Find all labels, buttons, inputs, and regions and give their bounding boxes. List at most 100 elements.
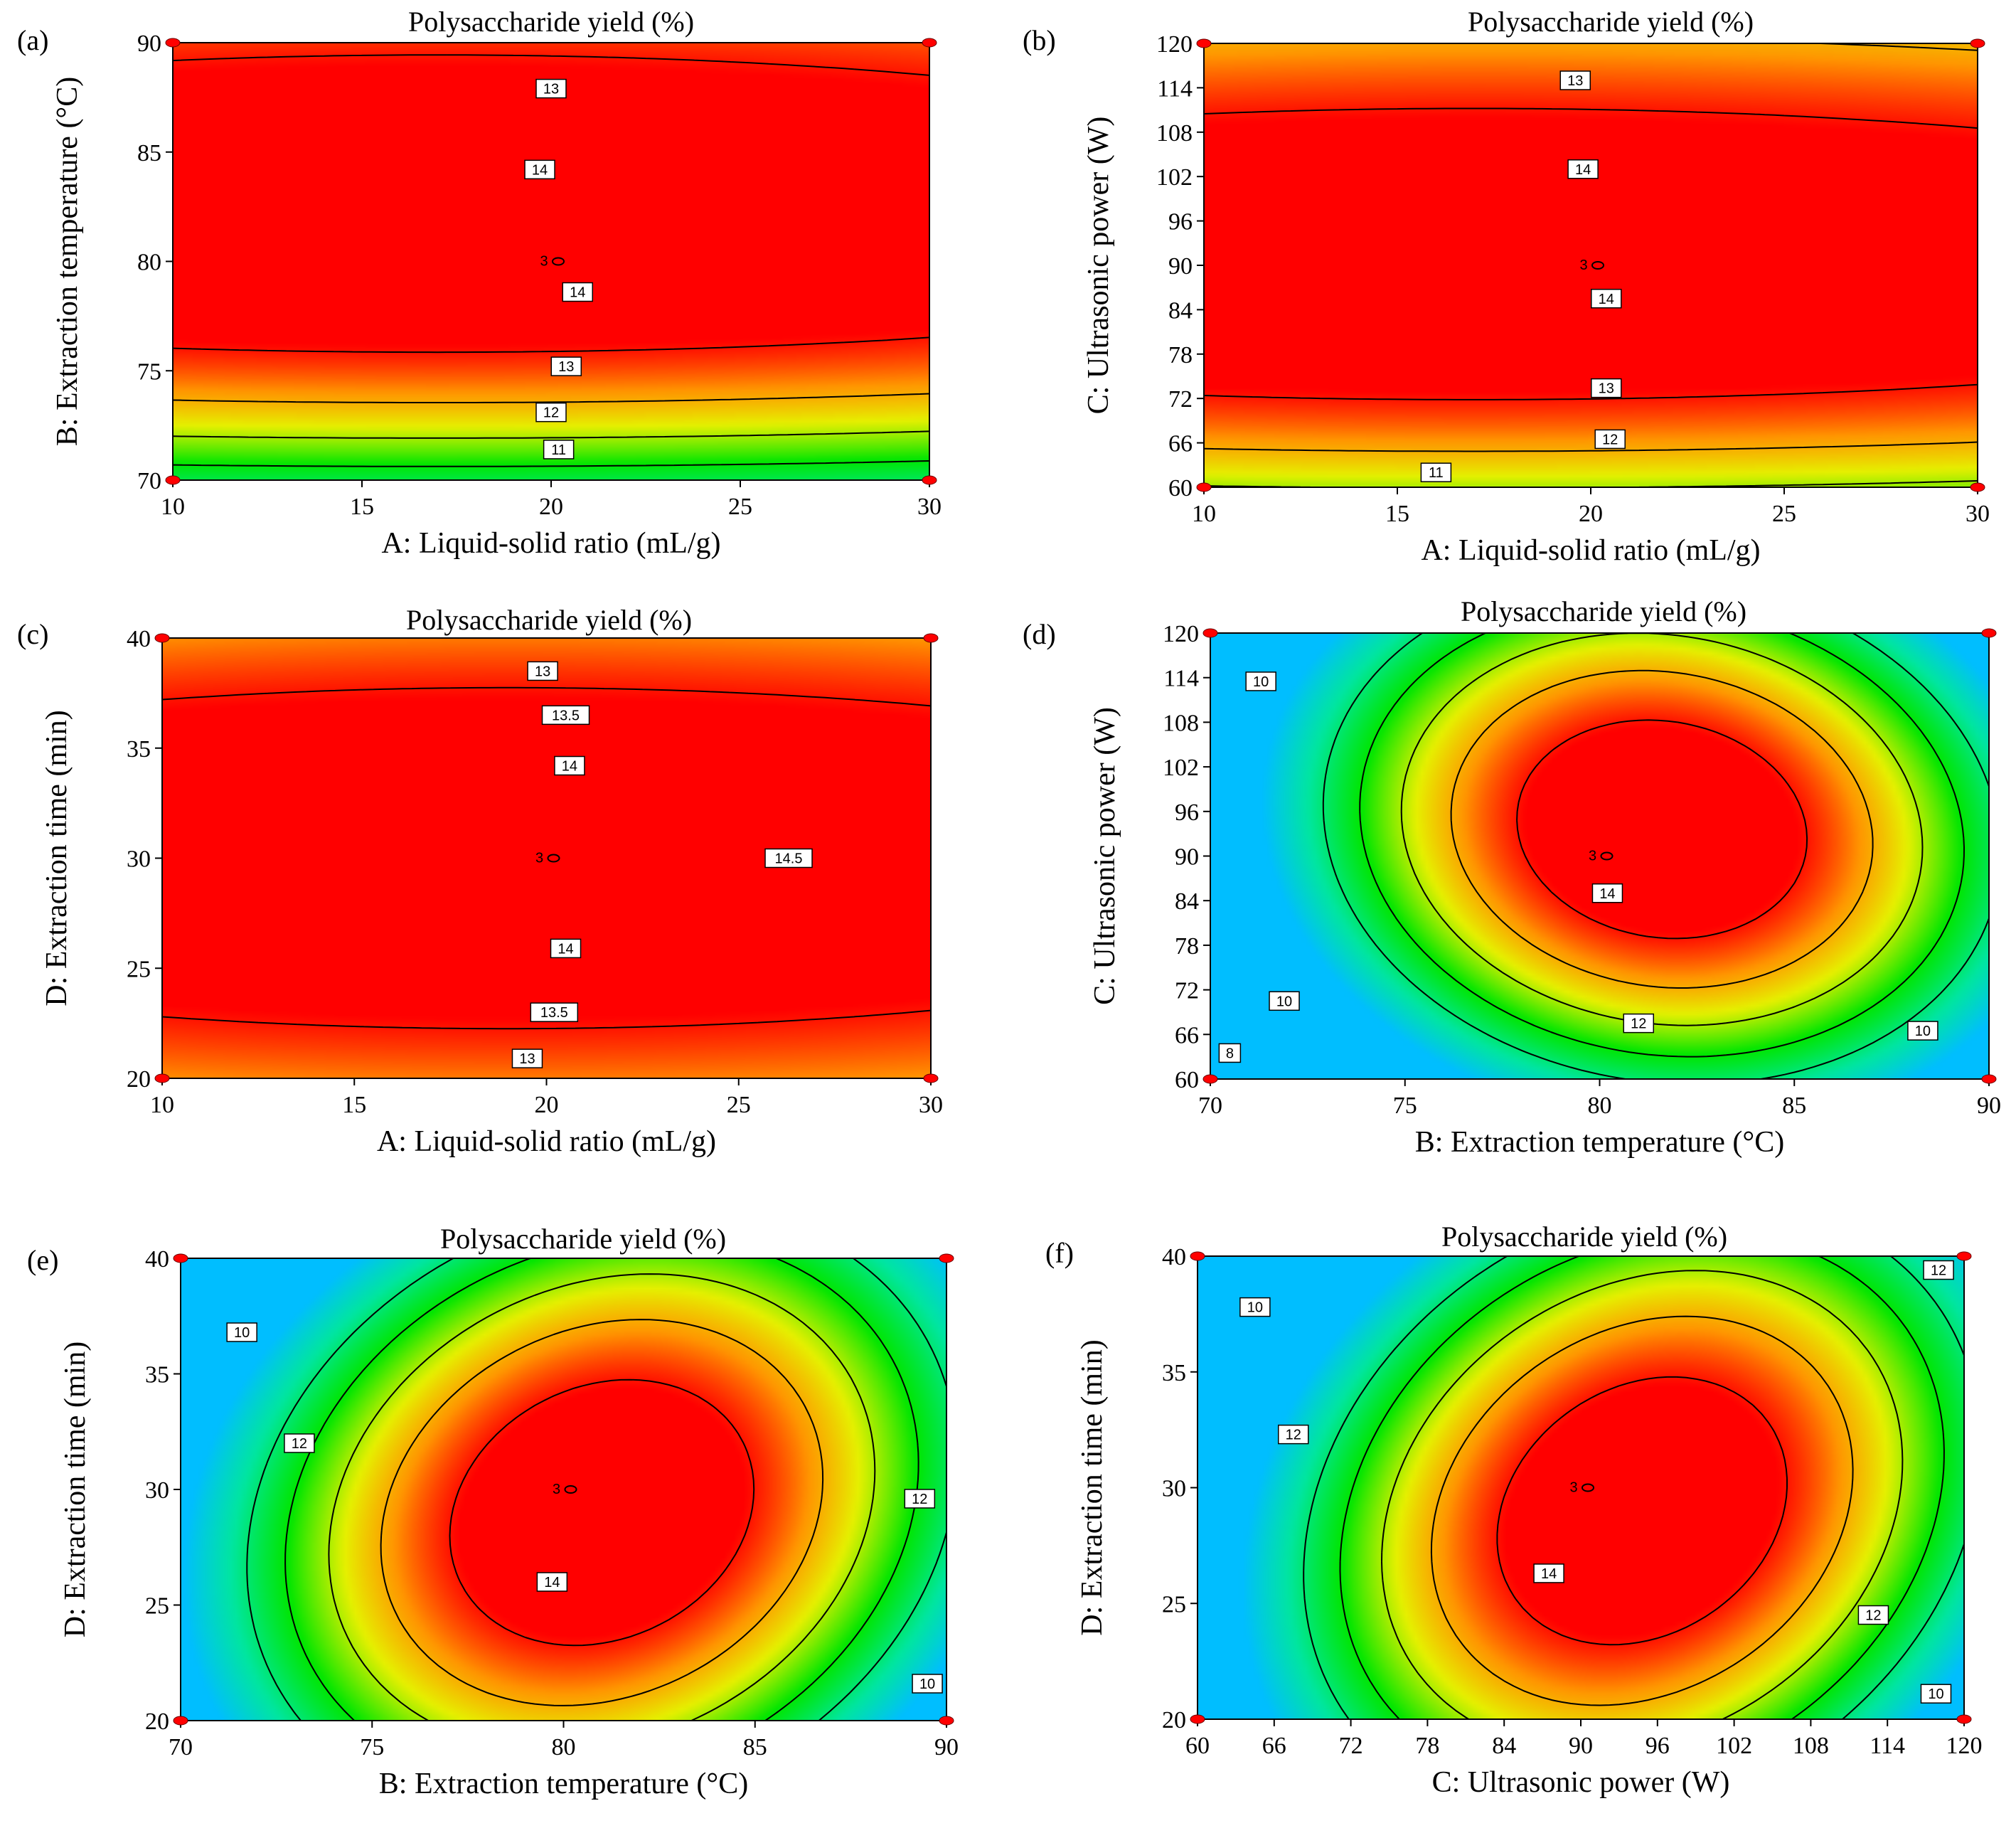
contour-label-box — [1591, 883, 1623, 903]
contour-line-11 — [284, 1258, 919, 1721]
x-axis-label: B: Extraction temperature (°C) — [1415, 1126, 1784, 1159]
contour-label: 13 — [519, 1051, 535, 1067]
contour-label: 14 — [532, 162, 548, 178]
x-tick-label: 30 — [917, 494, 942, 520]
y-tick-label: 20 — [1162, 1707, 1186, 1733]
design-point-marker — [1970, 38, 1985, 48]
y-tick-label: 20 — [145, 1709, 169, 1735]
contour-label-box — [550, 938, 582, 959]
contour-line-13 — [380, 1319, 824, 1706]
y-tick-label: 25 — [1162, 1591, 1186, 1617]
center-point-count: 3 — [1569, 1480, 1577, 1496]
contour-label-box — [1218, 1043, 1242, 1063]
y-tick-label: 72 — [1175, 978, 1199, 1004]
x-tick-label: 30 — [919, 1092, 943, 1118]
y-tick-label: 85 — [137, 140, 161, 166]
x-axis-label: A: Liquid-solid ratio (mL/g) — [1421, 534, 1760, 567]
y-axis-label: D: Extraction time (min) — [59, 1341, 92, 1637]
contour-label-box — [764, 848, 813, 868]
center-point-marker — [1582, 1483, 1594, 1492]
design-point-marker — [922, 475, 937, 485]
panel-label: (d) — [1023, 618, 1056, 650]
contour-label-box — [904, 1489, 936, 1509]
y-tick-label: 120 — [1156, 31, 1193, 58]
y-tick-label: 114 — [1157, 75, 1193, 102]
y-tick-label: 40 — [1162, 1244, 1186, 1270]
contour-label: 13 — [1567, 73, 1583, 89]
y-tick-label: 96 — [1175, 799, 1199, 826]
x-tick-label: 10 — [161, 494, 185, 520]
x-tick-label: 120 — [1946, 1733, 1983, 1759]
contour-label: 14 — [558, 941, 573, 957]
y-tick-label: 108 — [1156, 120, 1193, 147]
chart-title: Polysaccharide yield (%) — [1468, 6, 1754, 38]
x-tick-label: 15 — [342, 1092, 366, 1118]
design-point-marker — [1202, 1074, 1218, 1084]
contour-label-box — [1591, 378, 1622, 398]
x-tick-label: 70 — [169, 1734, 193, 1760]
x-tick-label: 80 — [1588, 1093, 1612, 1119]
x-tick-label: 78 — [1415, 1733, 1439, 1759]
y-tick-label: 84 — [1168, 297, 1193, 324]
contour-label-box — [1857, 1605, 1889, 1625]
contour-label: 14 — [570, 285, 585, 301]
contour-label-box — [1239, 1297, 1271, 1317]
design-point-marker — [1190, 1251, 1205, 1261]
contour-line-14 — [172, 54, 930, 354]
y-tick-label: 30 — [127, 846, 151, 873]
x-tick-label: 90 — [1569, 1733, 1593, 1759]
y-tick-label: 35 — [145, 1362, 169, 1388]
heatmap-d — [1210, 633, 1989, 1079]
contour-label-box — [1623, 1013, 1654, 1034]
x-axis-label: A: Liquid-solid ratio (mL/g) — [377, 1125, 716, 1158]
x-tick-label: 10 — [1192, 501, 1216, 527]
design-point-marker — [939, 1716, 954, 1726]
center-point-marker — [552, 257, 565, 266]
center-point-marker — [547, 854, 560, 863]
chart-title: Polysaccharide yield (%) — [406, 604, 692, 636]
x-tick-label: 30 — [1966, 501, 1990, 527]
contour-label: 11 — [1429, 465, 1444, 481]
contour-line-10 — [1322, 632, 1990, 1080]
x-tick-label: 25 — [727, 1092, 751, 1118]
contour-line-13 — [1450, 669, 1874, 989]
center-point-count: 3 — [1579, 257, 1587, 273]
panel-label: (e) — [27, 1244, 58, 1276]
y-tick-label: 40 — [145, 1246, 169, 1273]
design-point-marker — [1981, 628, 1997, 638]
contour-label: 14 — [544, 1575, 560, 1590]
y-tick-label: 90 — [1168, 253, 1193, 280]
design-point-marker — [922, 38, 937, 48]
x-tick-label: 80 — [552, 1734, 576, 1760]
x-tick-label: 84 — [1492, 1733, 1516, 1759]
y-tick-label: 25 — [127, 956, 151, 982]
design-point-marker — [165, 38, 181, 48]
design-point-marker — [939, 1253, 954, 1263]
contour-label: 10 — [1915, 1024, 1931, 1039]
heatmap-f — [1198, 1256, 1964, 1719]
contour-label-box — [535, 402, 567, 423]
panel-label: (b) — [1023, 24, 1056, 56]
contour-label: 14.5 — [775, 851, 803, 867]
design-point-marker — [154, 633, 170, 643]
contour-label: 10 — [919, 1677, 935, 1692]
design-point-marker — [923, 1073, 939, 1083]
contour-line-14 — [1203, 107, 1978, 400]
contour-label: 10 — [234, 1325, 250, 1341]
contour-line-10 — [1303, 1255, 1965, 1720]
x-tick-label: 85 — [743, 1734, 767, 1760]
y-tick-label: 66 — [1168, 431, 1193, 457]
contour-label: 13.5 — [540, 1005, 568, 1021]
chart-title: Polysaccharide yield (%) — [440, 1223, 726, 1255]
contour-label-box — [1269, 991, 1300, 1011]
y-axis-label: D: Extraction time (min) — [1076, 1339, 1109, 1635]
x-tick-label: 15 — [1385, 501, 1409, 527]
y-tick-label: 78 — [1175, 933, 1199, 960]
chart-panel-b: 10 15 20 25 30 60 66 72 78 84 90 96 102 108 114 120 3 13 1… — [1023, 6, 1990, 567]
x-tick-label: 66 — [1262, 1733, 1286, 1759]
center-point-count: 3 — [553, 1482, 560, 1497]
x-tick-label: 114 — [1870, 1733, 1905, 1759]
chart-title: Polysaccharide yield (%) — [1441, 1221, 1727, 1253]
y-tick-label: 102 — [1163, 755, 1199, 781]
